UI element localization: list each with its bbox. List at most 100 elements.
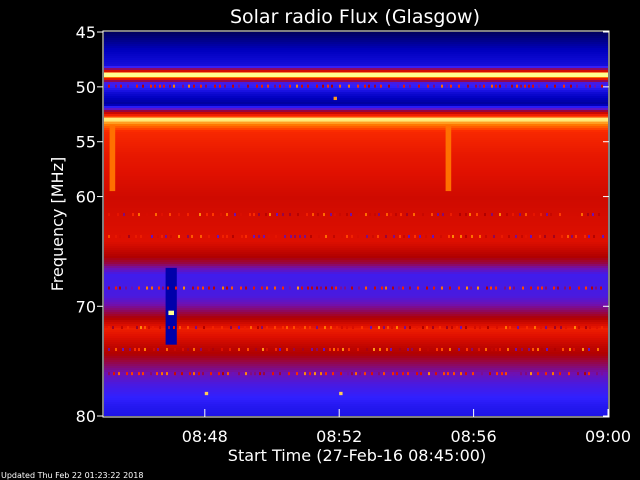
speckle-mark (517, 326, 519, 330)
speckle-mark (347, 372, 349, 376)
frequency-band (104, 306, 608, 308)
speckle-mark (335, 286, 337, 290)
speckle-mark (441, 347, 443, 351)
frequency-band (104, 92, 608, 94)
speckle-mark (262, 347, 264, 351)
emission-feature (104, 117, 608, 121)
frequency-band (104, 244, 608, 246)
speckle-mark (553, 234, 555, 238)
frequency-band (104, 218, 608, 220)
frequency-band (104, 364, 608, 366)
speckle-mark (265, 213, 267, 217)
frequency-band (104, 164, 608, 166)
speckle-mark (357, 84, 359, 88)
speckle-mark (230, 326, 232, 330)
speckle-mark (250, 372, 252, 376)
speckle-mark (200, 347, 202, 351)
frequency-band (104, 206, 608, 208)
frequency-band (104, 120, 608, 122)
speckle-mark (585, 286, 587, 290)
speckle-mark (128, 234, 130, 238)
speckle-mark (346, 234, 348, 238)
speckle-mark (458, 84, 460, 88)
speckle-mark (537, 347, 539, 351)
speckle-mark (254, 372, 256, 376)
speckle-mark (511, 84, 513, 88)
frequency-band (104, 48, 608, 50)
speckle-mark (357, 234, 359, 238)
speckle-mark (261, 286, 263, 290)
speckle-mark (475, 84, 477, 88)
speckle-mark (479, 84, 481, 88)
speckle-mark (515, 234, 517, 238)
frequency-band (104, 204, 608, 206)
speckle-mark (113, 372, 115, 376)
speckle-mark (340, 372, 342, 376)
speckle-mark (465, 234, 467, 238)
speckle-mark (577, 213, 579, 217)
frequency-band (104, 150, 608, 152)
speckle-mark (140, 234, 142, 238)
frequency-band (104, 308, 608, 310)
speckle-mark (466, 347, 468, 351)
speckle-mark (368, 84, 370, 88)
speckle-mark (392, 372, 394, 376)
speckle-mark (520, 84, 522, 88)
speckle-mark (226, 234, 228, 238)
frequency-band (104, 320, 608, 322)
speckle-mark (358, 213, 360, 217)
speckle-mark (513, 372, 515, 376)
frequency-band (104, 350, 608, 352)
frequency-band (104, 248, 608, 250)
frequency-band (104, 230, 608, 232)
speckle-mark (593, 234, 595, 238)
speckle-mark (282, 286, 284, 290)
speckle-mark (569, 347, 571, 351)
speckle-mark (416, 372, 418, 376)
speckle-mark (117, 213, 119, 217)
speckle-mark (316, 347, 318, 351)
speckle-mark (373, 347, 375, 351)
frequency-band (104, 360, 608, 362)
speckle-mark (255, 347, 257, 351)
speckle-mark (598, 213, 600, 217)
speckle-mark (226, 286, 228, 290)
speckle-mark (178, 213, 180, 217)
frequency-band (104, 366, 608, 368)
speckle-mark (118, 372, 120, 376)
speckle-mark (174, 372, 176, 376)
speckle-mark (138, 372, 140, 376)
frequency-band (104, 278, 608, 280)
speckle-mark (381, 286, 383, 290)
speckle-mark (487, 326, 489, 330)
speckle-mark (119, 234, 121, 238)
speckle-mark (525, 213, 527, 217)
speckle-mark (557, 286, 559, 290)
speckle-mark (589, 84, 591, 88)
speckle-mark (256, 84, 258, 88)
speckle-mark (397, 84, 399, 88)
speckle-mark (333, 234, 335, 238)
speckle-mark (574, 326, 576, 330)
frequency-band (104, 236, 608, 238)
speckle-mark (436, 347, 438, 351)
speckle-mark (563, 84, 565, 88)
frequency-band (104, 166, 608, 168)
speckle-mark (467, 84, 469, 88)
speckle-mark (227, 372, 229, 376)
speckle-mark (433, 286, 435, 290)
speckle-mark (404, 326, 406, 330)
speckle-mark (226, 213, 228, 217)
speckle-mark (245, 234, 247, 238)
speckle-mark (439, 326, 441, 330)
frequency-band (104, 394, 608, 396)
frequency-band (104, 340, 608, 342)
speckle-mark (232, 84, 234, 88)
speckle-mark (427, 347, 429, 351)
speckle-mark (465, 372, 467, 376)
speckle-mark (414, 234, 416, 238)
speckle-mark (448, 234, 450, 238)
frequency-band (104, 160, 608, 162)
frequency-band (104, 226, 608, 228)
frequency-band (104, 260, 608, 262)
